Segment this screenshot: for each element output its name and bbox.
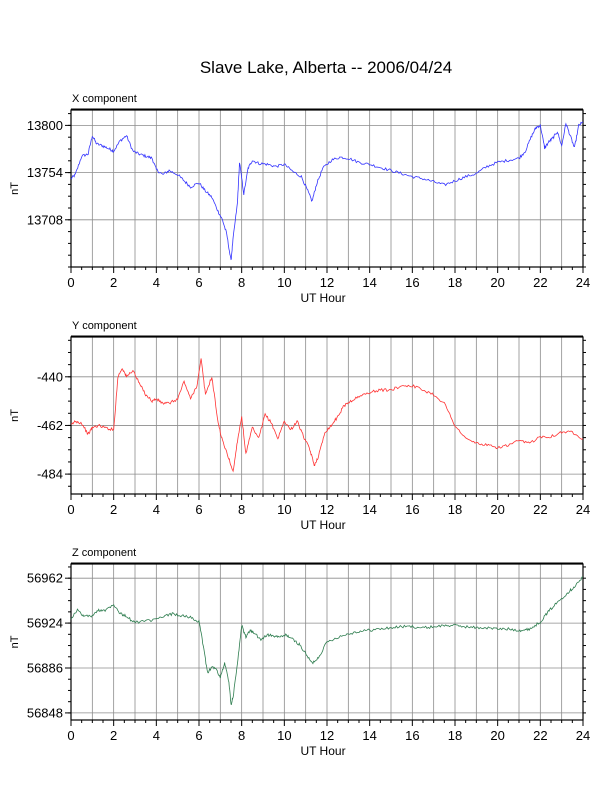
x-tick-label: 6	[195, 502, 202, 517]
panel-label: Y component	[72, 320, 137, 332]
y-tick-label: 56962	[27, 571, 63, 586]
x-axis-label: UT Hour	[300, 518, 345, 532]
x-axis-label: UT Hour	[300, 744, 345, 758]
x-tick-label: 22	[533, 275, 547, 290]
y-tick-label: 13800	[27, 118, 63, 133]
x-tick-label: 20	[490, 275, 504, 290]
y-tick-label: 56848	[27, 705, 63, 720]
x-tick-label: 24	[576, 728, 590, 743]
y-tick-label: -440	[37, 369, 63, 384]
x-tick-label: 10	[277, 728, 291, 743]
x-tick-label: 6	[195, 275, 202, 290]
x-tick-label: 0	[67, 275, 74, 290]
x-tick-label: 18	[448, 502, 462, 517]
x-tick-label: 2	[110, 275, 117, 290]
panel-label: Z component	[72, 547, 136, 559]
x-tick-label: 24	[576, 275, 590, 290]
x-tick-label: 12	[320, 728, 334, 743]
x-tick-label: 4	[153, 728, 160, 743]
x-tick-label: 14	[362, 728, 376, 743]
y-tick-label: 56886	[27, 661, 63, 676]
x-tick-label: 22	[533, 502, 547, 517]
series-line	[70, 358, 584, 473]
series-line	[70, 576, 584, 706]
x-tick-label: 18	[448, 275, 462, 290]
y-tick-label: 13754	[27, 165, 63, 180]
panel-label: X component	[72, 93, 137, 105]
x-tick-label: 22	[533, 728, 547, 743]
y-tick-label: 56924	[27, 616, 63, 631]
x-tick-label: 0	[67, 502, 74, 517]
z-component-panel: 0 2 4 6 8 10 12 14 16 18 20 22 245684856886569245696…	[9, 547, 590, 758]
x-tick-label: 10	[277, 275, 291, 290]
series-line	[70, 121, 584, 261]
x-tick-label: 4	[153, 502, 160, 517]
page-title: Slave Lake, Alberta -- 2006/04/24	[199, 58, 453, 77]
x-tick-label: 2	[110, 502, 117, 517]
x-tick-label: 16	[405, 275, 419, 290]
x-tick-label: 10	[277, 502, 291, 517]
x-tick-label: 8	[238, 275, 245, 290]
y-axis-label: nT	[9, 182, 21, 195]
x-axis-label: UT Hour	[300, 291, 345, 305]
x-tick-label: 14	[362, 502, 376, 517]
x-tick-label: 16	[405, 728, 419, 743]
x-tick-label: 16	[405, 502, 419, 517]
x-tick-label: 14	[362, 275, 376, 290]
x-tick-label: 6	[195, 728, 202, 743]
x-tick-label: 12	[320, 275, 334, 290]
x-tick-label: 8	[238, 728, 245, 743]
y-tick-label: -484	[37, 467, 63, 482]
y-tick-label: -462	[37, 418, 63, 433]
x-tick-label: 2	[110, 728, 117, 743]
x-tick-label: 0	[67, 728, 74, 743]
y-axis-label: nT	[9, 409, 21, 422]
y-tick-label: 13708	[27, 212, 63, 227]
x-tick-label: 24	[576, 502, 590, 517]
x-tick-label: 20	[490, 728, 504, 743]
y-axis-label: nT	[9, 635, 21, 648]
x-tick-label: 4	[153, 275, 160, 290]
x-tick-label: 18	[448, 728, 462, 743]
x-tick-label: 8	[238, 502, 245, 517]
x-tick-label: 20	[490, 502, 504, 517]
x-tick-label: 12	[320, 502, 334, 517]
